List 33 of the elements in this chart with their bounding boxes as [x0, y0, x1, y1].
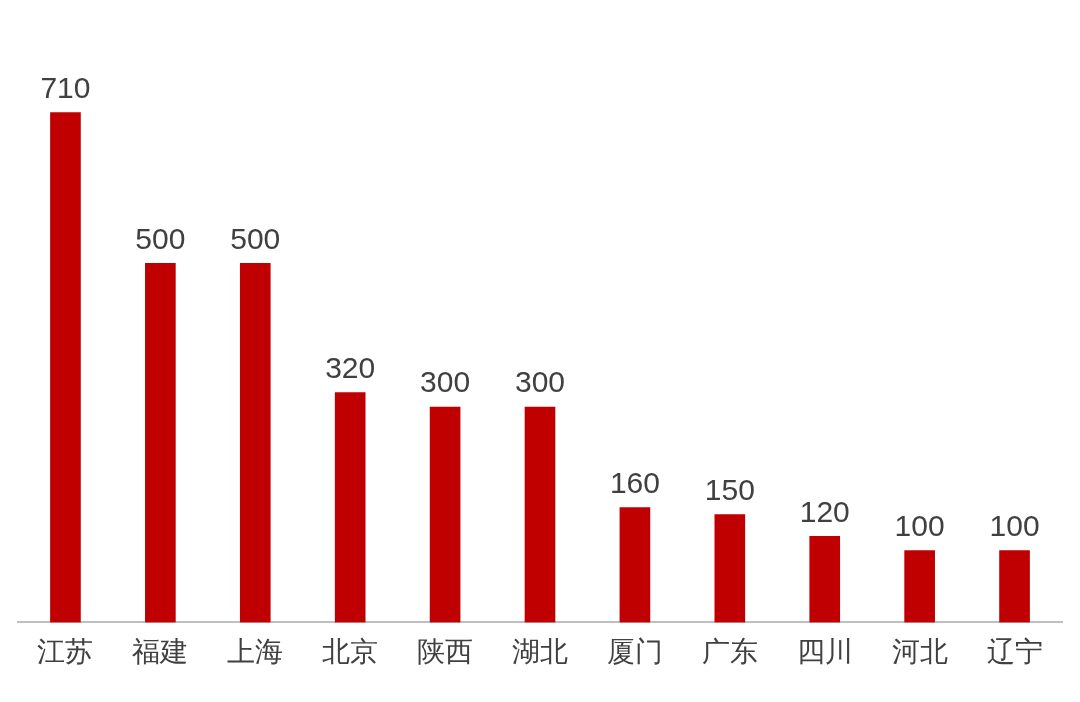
bar	[239, 263, 271, 623]
x-tick-label: 上海	[227, 635, 284, 667]
bar	[334, 392, 366, 623]
x-tick-label: 北京	[322, 635, 379, 667]
x-tick-label: 广东	[701, 635, 758, 667]
x-tick-label: 陕西	[417, 635, 474, 667]
bar	[904, 550, 935, 623]
data-label: 120	[799, 494, 850, 528]
data-label: 300	[514, 365, 566, 399]
bar	[809, 535, 841, 623]
x-tick-label: 四川	[796, 635, 853, 667]
bar	[714, 514, 746, 623]
x-tick-label: 厦门	[606, 635, 663, 667]
x-tick-label: 湖北	[512, 635, 568, 667]
data-label: 160	[609, 465, 660, 499]
bar	[999, 550, 1030, 623]
x-tick-label: 福建	[132, 635, 189, 667]
data-label: 150	[704, 472, 755, 506]
x-tick-label: 辽宁	[986, 635, 1043, 667]
data-label: 500	[135, 221, 186, 255]
bar	[619, 507, 651, 623]
data-label: 500	[230, 221, 281, 255]
data-label: 100	[989, 508, 1040, 542]
bar	[429, 406, 461, 623]
bar	[145, 263, 176, 623]
bar	[524, 406, 556, 623]
data-label: 710	[40, 70, 91, 104]
data-label: 100	[894, 508, 945, 542]
data-label: 320	[325, 350, 376, 384]
x-tick-label: 江苏	[37, 635, 94, 667]
data-label: 300	[420, 365, 471, 399]
bar	[50, 112, 81, 623]
x-tick-label: 河北	[891, 635, 948, 667]
